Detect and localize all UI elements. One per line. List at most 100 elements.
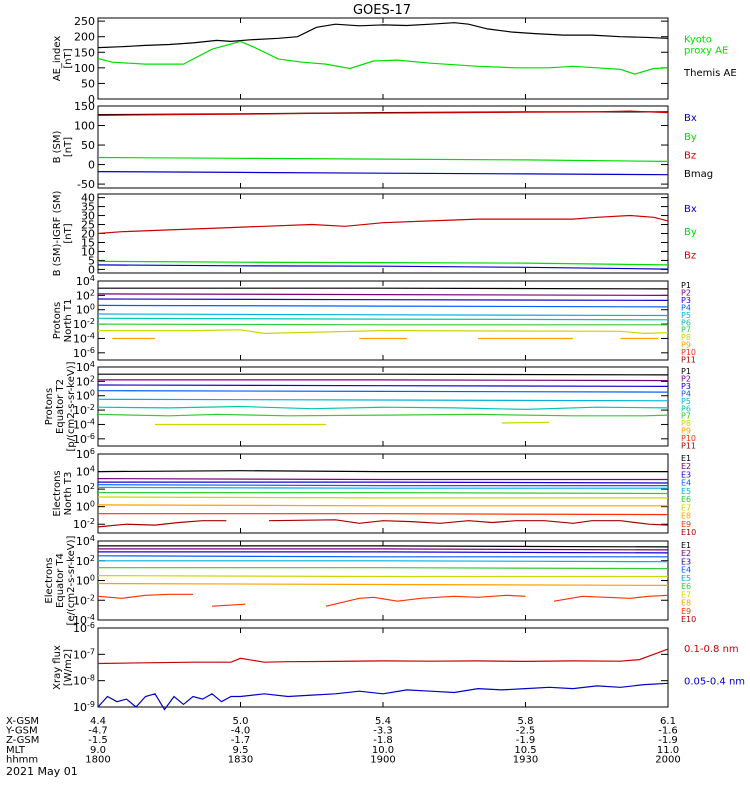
y-tick-label: 10-2	[73, 317, 95, 331]
y-tick-label: 10-2	[73, 403, 95, 417]
legend-entry: P3	[681, 382, 691, 391]
series-e9	[98, 513, 669, 516]
legend-entry: E4	[681, 479, 691, 488]
y-tick-label: 50	[81, 139, 95, 152]
y-tick-label: 10-4	[73, 331, 95, 345]
series-p3	[97, 298, 669, 301]
y-tick-label: 100	[76, 574, 95, 588]
y-tick-label: 5	[88, 254, 95, 267]
legend-entry: Bx	[684, 113, 697, 124]
legend-entry: E9	[681, 520, 691, 529]
legend-entry: E8	[681, 599, 691, 608]
axis-row-label: X-GSM	[6, 716, 39, 727]
legend-entry: Bmag	[684, 169, 713, 180]
y-tick-label: 104	[76, 274, 95, 288]
y-tick-label: 35	[81, 201, 95, 214]
series-e4	[97, 484, 668, 487]
series-0-1-0-8-nm	[97, 648, 669, 665]
y-tick-label: 50	[81, 77, 95, 90]
series-bz	[97, 110, 669, 116]
y-tick-label: 102	[76, 482, 95, 496]
legend-entry: P2	[681, 374, 691, 383]
series-e9	[553, 594, 669, 602]
series-e1	[97, 470, 668, 473]
y-tick-label: 40	[81, 192, 95, 205]
y-tick-label: 250	[74, 15, 95, 28]
axis-row-value: 2000	[655, 754, 680, 765]
legend-entry: P11	[681, 356, 696, 365]
series-p8	[98, 329, 669, 335]
axis-row-value: 5.0	[233, 716, 249, 727]
legend-entry: P8	[681, 419, 691, 428]
series-p5	[97, 313, 669, 317]
series-bx	[97, 264, 669, 270]
series-e6	[98, 492, 669, 495]
series-p7	[97, 413, 669, 417]
series-p4	[97, 390, 669, 393]
series-e8	[97, 504, 668, 507]
series-p2	[98, 379, 669, 382]
legend-entry: P9	[681, 341, 691, 350]
y-tick-label: 100	[76, 303, 95, 317]
y-tick-label: 25	[81, 219, 95, 232]
axis-row-value: 5.4	[375, 716, 391, 727]
legend-entry: E7	[681, 503, 691, 512]
panel-frame	[97, 366, 669, 447]
series-bx	[97, 171, 669, 176]
axis-row-label: Z-GSM	[6, 735, 39, 746]
axis-row-value: 4.4	[90, 716, 106, 727]
legend-entry: P6	[681, 404, 691, 413]
legend-entry: E2	[681, 549, 691, 558]
y-axis-label: ProtonsEquator T2[p/(cm2-s-sr-keV)]	[44, 361, 77, 451]
panel-frame	[97, 280, 669, 361]
legend-entry: E4	[681, 566, 691, 575]
y-tick-label: 150	[74, 46, 95, 59]
series-e9	[325, 594, 526, 607]
series-e5	[97, 486, 668, 489]
y-axis-label: B (SM)[nT]	[52, 130, 74, 163]
series-p6	[97, 405, 669, 411]
series-e9	[97, 593, 193, 599]
series-p7	[97, 323, 668, 326]
axis-row-value: -1.5	[88, 735, 108, 746]
series-p1	[98, 373, 669, 376]
panel-frame	[97, 105, 669, 189]
plot-title: GOES-17	[353, 3, 411, 18]
y-tick-label: 150	[74, 100, 95, 113]
series-e9	[211, 603, 246, 607]
legend-entry: 0.05-0.4 nm	[684, 677, 745, 688]
y-axis-label: ElectronsEquator T4[e/(cm2-s-sr-keV)]	[44, 535, 77, 625]
y-tick-label: 102	[76, 554, 95, 568]
y-tick-label: 100	[76, 500, 95, 514]
y-tick-label: 0	[88, 159, 95, 172]
legend-entry: P7	[681, 326, 691, 335]
axis-row-value: 9.0	[90, 745, 106, 756]
y-tick-label: 104	[76, 465, 95, 479]
axis-row-value: 10.0	[372, 745, 394, 756]
legend-entry: 0.1-0.8 nm	[684, 644, 739, 655]
legend-entry: E3	[681, 470, 691, 479]
series-e6	[98, 567, 669, 570]
axis-row-value: 5.8	[518, 716, 534, 727]
axis-row-value: 1800	[85, 754, 110, 765]
y-tick-label: 102	[76, 374, 95, 388]
legend-entry: P8	[681, 333, 691, 342]
y-tick-label: 10-8	[73, 674, 95, 688]
axis-row-label: Y-GSM	[5, 726, 38, 737]
y-axis-label: Xray flux[W/m2]	[52, 645, 74, 690]
series-by	[97, 260, 669, 266]
axis-row-value: -2.5	[516, 726, 536, 737]
legend-entry: Bz	[684, 250, 696, 261]
y-tick-label: 10-2	[73, 517, 95, 531]
y-tick-label: 10-9	[73, 700, 95, 714]
legend-entry: P6	[681, 318, 691, 327]
legend-entry: By	[684, 227, 697, 238]
y-tick-label: 10-2	[73, 593, 95, 607]
legend-entry: E7	[681, 590, 691, 599]
series-p8	[501, 421, 550, 424]
series-p1	[98, 287, 669, 290]
y-tick-label: 10-6	[73, 346, 95, 360]
